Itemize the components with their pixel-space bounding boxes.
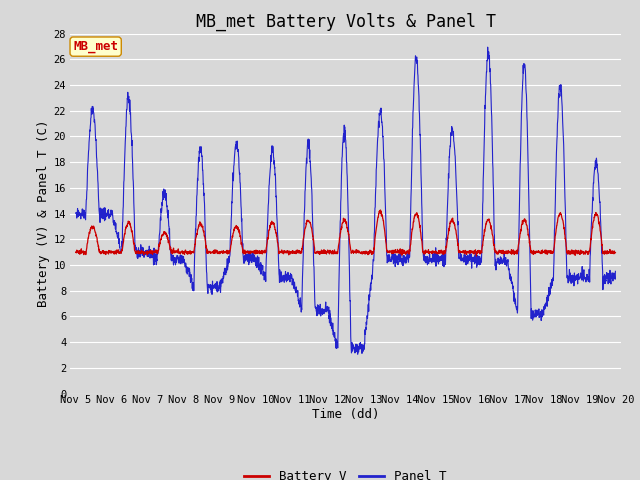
Y-axis label: Battery (V) & Panel T (C): Battery (V) & Panel T (C) [36, 120, 49, 307]
X-axis label: Time (dd): Time (dd) [312, 408, 380, 421]
Title: MB_met Battery Volts & Panel T: MB_met Battery Volts & Panel T [196, 12, 495, 31]
Text: MB_met: MB_met [73, 40, 118, 53]
Legend: Battery V, Panel T: Battery V, Panel T [239, 465, 452, 480]
